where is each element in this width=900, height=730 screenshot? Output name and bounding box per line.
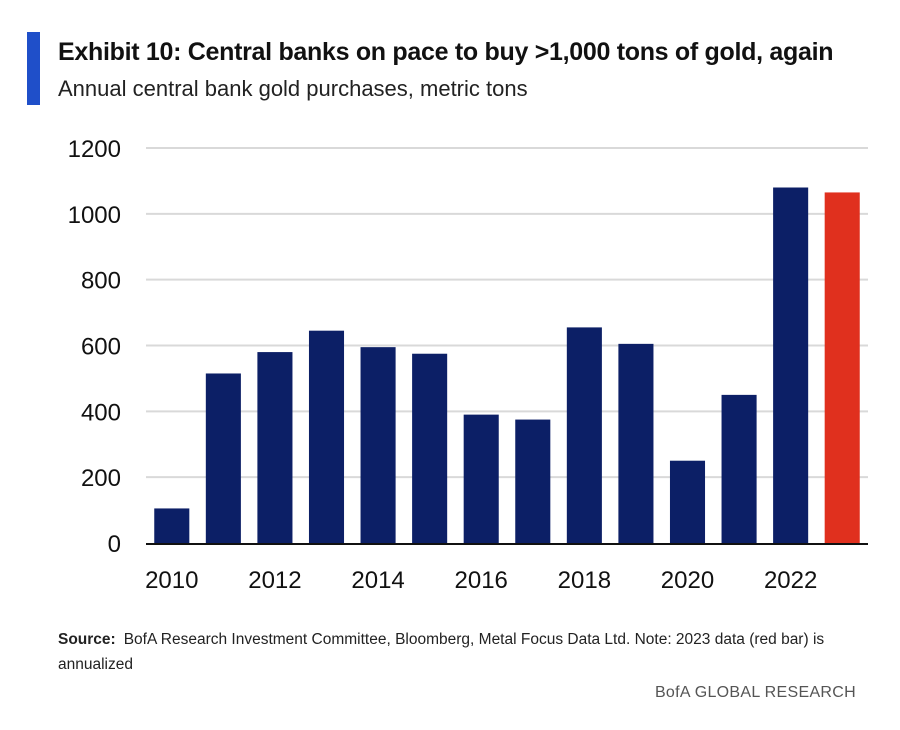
y-tick-label: 800: [81, 268, 121, 295]
gridlines: [146, 147, 868, 479]
y-tick-label: 1000: [68, 202, 121, 229]
chart-title: Exhibit 10: Central banks on pace to buy…: [58, 38, 834, 66]
bar-2017: [515, 419, 551, 543]
y-tick-label: 600: [81, 334, 121, 361]
bar-2015: [412, 353, 448, 543]
x-tick-label: 2010: [145, 567, 198, 594]
y-tick-label: 1200: [68, 136, 121, 163]
source-note: Source: BofA Research Investment Committe…: [58, 627, 848, 677]
y-tick-label: 400: [81, 399, 121, 426]
source-text: BofA Research Investment Committee, Bloo…: [58, 631, 825, 673]
bars: [154, 187, 860, 543]
x-tick-label: 2016: [455, 567, 508, 594]
y-tick-label: 200: [81, 465, 121, 492]
chart-subtitle: Annual central bank gold purchases, metr…: [58, 76, 528, 101]
bar-2012: [257, 352, 293, 543]
bar-2020: [669, 460, 706, 543]
bar-2014: [360, 347, 396, 543]
x-tick-label: 2012: [248, 567, 301, 594]
bar-2023: [824, 192, 860, 543]
bar-2019: [618, 343, 654, 543]
bar-2018: [566, 327, 602, 543]
brand-label: BofA GLOBAL RESEARCH: [654, 684, 856, 701]
bar-2013: [308, 330, 345, 543]
x-axis-ticks: 2010 2012 2014 2016 2018 2020 2022: [145, 567, 817, 594]
x-tick-label: 2014: [351, 567, 404, 594]
bar-2022: [773, 187, 809, 543]
source-label: Source:: [58, 631, 116, 648]
x-tick-label: 2020: [661, 567, 714, 594]
bar-2010: [154, 508, 190, 543]
bar-2016: [463, 414, 499, 543]
bar-2021: [721, 394, 757, 543]
bar-2011: [205, 373, 241, 543]
title-accent-bar: [27, 32, 40, 105]
y-tick-label: 0: [108, 531, 121, 558]
y-axis-ticks: 0 200 400 600 800 1000 1200: [68, 136, 121, 558]
x-tick-label: 2022: [764, 567, 817, 594]
x-tick-label: 2018: [558, 567, 611, 594]
